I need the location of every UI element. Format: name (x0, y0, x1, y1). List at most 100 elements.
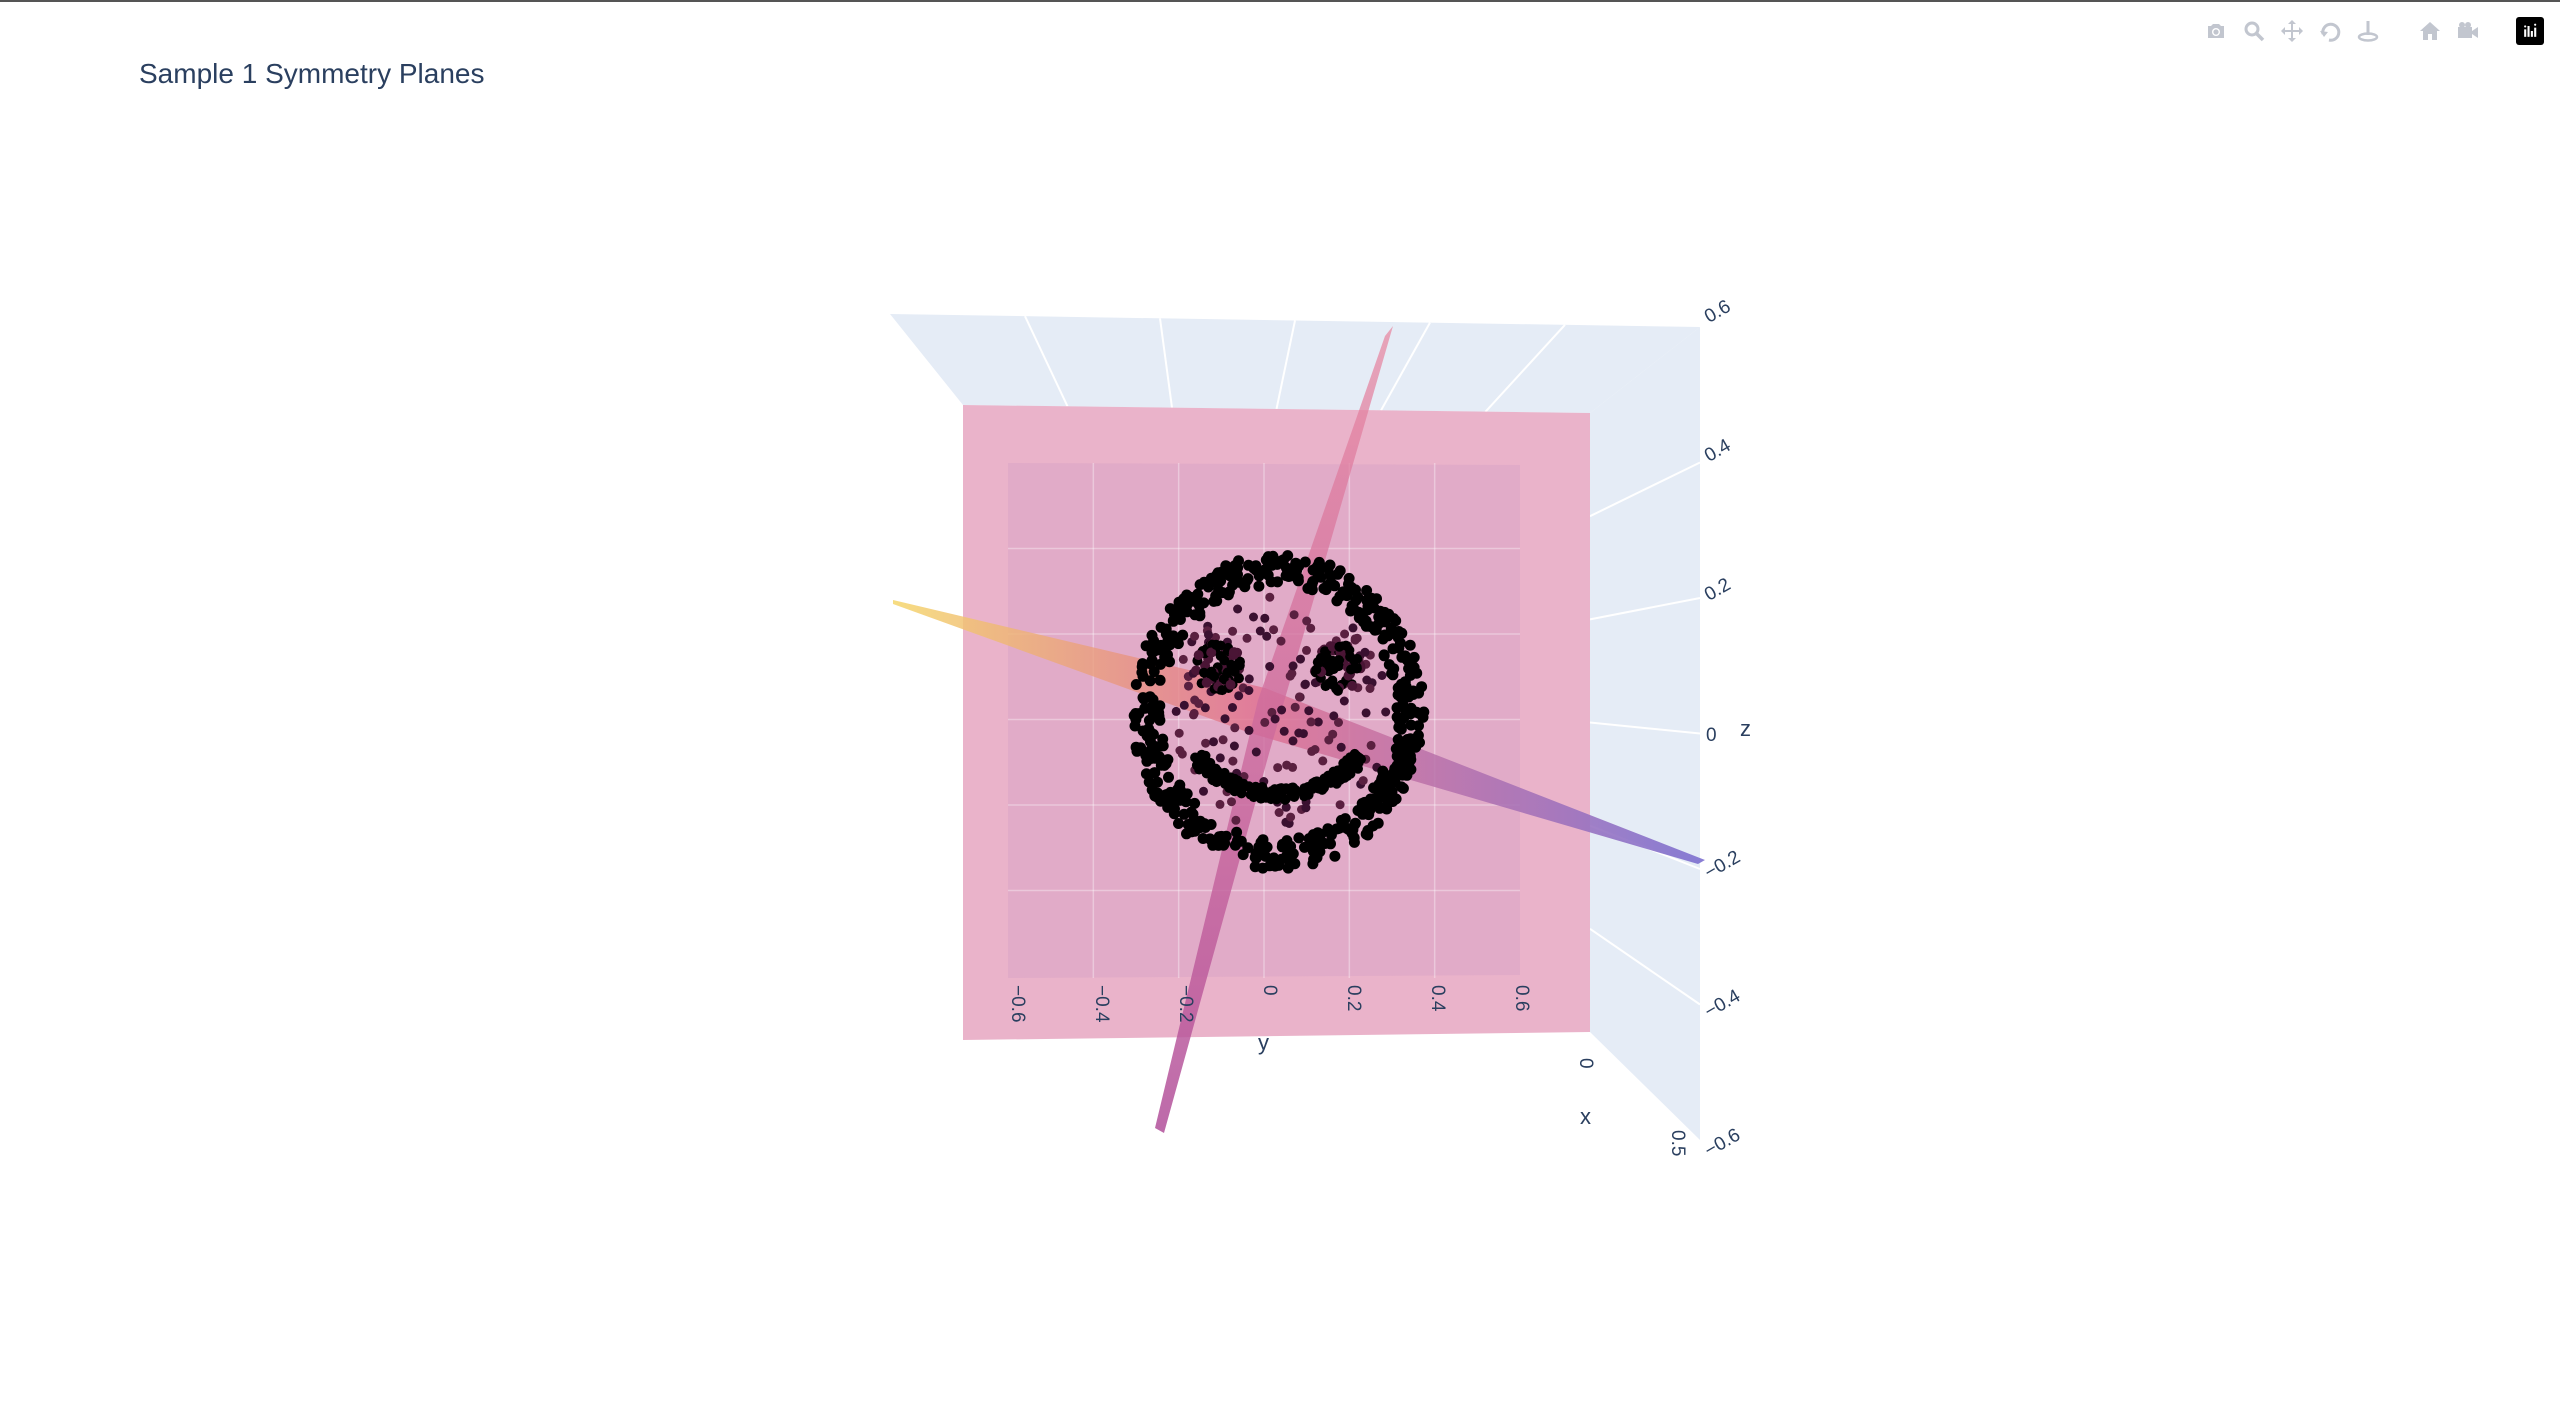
point (1204, 630, 1213, 640)
save-camera-button[interactable] (2454, 17, 2482, 45)
point (1383, 608, 1395, 620)
point (1339, 696, 1349, 706)
y-tick-label: −0.6 (1007, 985, 1028, 1023)
point (1348, 832, 1360, 844)
point (1281, 802, 1291, 812)
point (1292, 572, 1304, 584)
point (1228, 626, 1238, 636)
point (1146, 629, 1158, 641)
point (1317, 784, 1328, 795)
point (1334, 565, 1346, 577)
point (1155, 658, 1166, 670)
point (1329, 711, 1339, 721)
point (1390, 615, 1402, 627)
point (1221, 774, 1232, 785)
point (1377, 765, 1389, 777)
point (1178, 808, 1190, 820)
z-tick-label: 0 (1706, 725, 1717, 746)
turntable-rotation-button[interactable] (2354, 17, 2382, 45)
point (1137, 725, 1149, 737)
point (1288, 661, 1298, 671)
point (1230, 775, 1241, 786)
point (1302, 645, 1311, 655)
point (1172, 783, 1184, 795)
point (1294, 692, 1304, 702)
point (1393, 642, 1405, 654)
point (1178, 654, 1188, 664)
point (1373, 778, 1385, 790)
point (1405, 654, 1417, 666)
reset-camera-button[interactable] (2416, 17, 2444, 45)
point (1323, 666, 1334, 677)
point (1290, 702, 1300, 712)
x-tick-label: 0.5 (1667, 1130, 1688, 1156)
orbit-rotation-button[interactable] (2316, 17, 2344, 45)
point (1147, 728, 1159, 740)
point (1360, 647, 1370, 657)
point (1361, 708, 1371, 718)
zoom-button[interactable] (2240, 17, 2268, 45)
y-axis: −0.6 −0.4 −0.2 0 0.2 0.4 0.6 (1007, 985, 1532, 1023)
move-icon (2281, 20, 2303, 42)
pan-button[interactable] (2278, 17, 2306, 45)
point (1288, 762, 1298, 772)
home-icon (2420, 22, 2440, 40)
point (1333, 655, 1344, 666)
point (1294, 728, 1304, 738)
point (1199, 822, 1211, 833)
point (1262, 631, 1272, 641)
point (1329, 850, 1341, 862)
point (1260, 613, 1270, 623)
point (1273, 763, 1283, 773)
point (1170, 632, 1182, 644)
point (1276, 636, 1286, 646)
point (1285, 857, 1296, 869)
point (1332, 685, 1343, 696)
point (1365, 684, 1375, 693)
point (1282, 567, 1294, 578)
point (1313, 717, 1323, 727)
point (1362, 675, 1372, 685)
point (1164, 603, 1176, 615)
point (1324, 735, 1334, 745)
point (1244, 674, 1254, 684)
point (1205, 834, 1217, 846)
point (1190, 695, 1200, 705)
z-tick-label: 0.2 (1701, 574, 1734, 605)
point (1269, 557, 1281, 569)
z-tick-label: −0.2 (1701, 847, 1744, 884)
modebar (2202, 14, 2544, 48)
camera-video-icon (2458, 22, 2478, 38)
point (1154, 674, 1166, 686)
point (1286, 812, 1296, 822)
point (1237, 849, 1249, 861)
point (1151, 791, 1163, 803)
download-plot-button[interactable] (2202, 17, 2230, 45)
point (1244, 686, 1254, 695)
point (1284, 840, 1296, 852)
point (1229, 741, 1239, 751)
point (1276, 853, 1288, 865)
y-tick-label: −0.4 (1091, 985, 1112, 1023)
point (1218, 735, 1228, 745)
point (1158, 642, 1169, 654)
point (1265, 662, 1275, 671)
point (1343, 572, 1355, 584)
point (1184, 681, 1193, 691)
grid-line-top (1484, 324, 1566, 413)
point (1162, 801, 1174, 813)
point (1215, 753, 1225, 763)
plotly-logo-icon[interactable] (2516, 17, 2544, 45)
point (1181, 606, 1193, 618)
point (1391, 760, 1403, 772)
grid-line-right (1589, 721, 1701, 735)
point (1357, 808, 1369, 820)
point (1274, 808, 1284, 817)
point (1260, 717, 1270, 727)
point (1372, 618, 1384, 630)
point (1257, 862, 1269, 874)
back-wall-right (1590, 327, 1700, 1140)
point (1186, 826, 1197, 838)
point (1251, 747, 1261, 757)
